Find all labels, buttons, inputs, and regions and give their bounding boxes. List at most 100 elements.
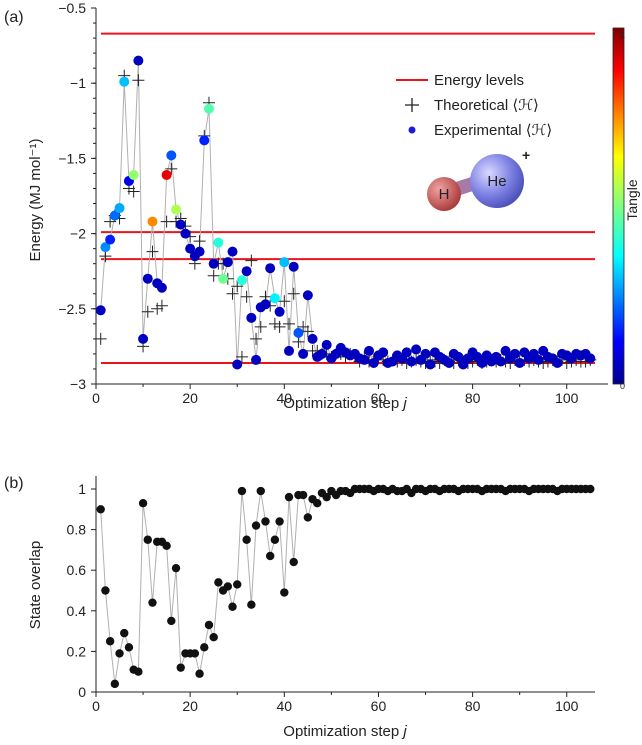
hydrogen-label: H bbox=[439, 186, 450, 203]
theoretical-point bbox=[165, 162, 178, 175]
helium-atom bbox=[470, 154, 524, 208]
theoretical-point bbox=[151, 302, 164, 315]
overlap-point bbox=[289, 557, 298, 567]
overlap-point bbox=[223, 582, 233, 591]
overlap-point bbox=[96, 505, 105, 514]
experimental-point bbox=[109, 210, 120, 221]
panel-a-theoretical-markers bbox=[94, 69, 597, 369]
experimental-point bbox=[208, 258, 219, 269]
theoretical-point bbox=[297, 320, 310, 333]
overlap-point bbox=[228, 602, 237, 611]
experimental-point bbox=[368, 357, 379, 368]
overlap-point bbox=[233, 580, 242, 589]
experimental-point bbox=[218, 273, 229, 284]
experimental-point bbox=[199, 135, 210, 146]
experimental-point bbox=[420, 348, 431, 359]
panel-a-experimental-markers bbox=[95, 55, 596, 370]
experimental-point bbox=[411, 344, 422, 355]
overlap-point bbox=[313, 499, 322, 508]
experimental-point bbox=[241, 266, 252, 277]
hydrogen-atom bbox=[427, 177, 461, 211]
experimental-point bbox=[401, 347, 412, 358]
theoretical-point bbox=[268, 317, 281, 330]
experimental-point bbox=[119, 76, 130, 87]
experimental-point bbox=[509, 348, 520, 359]
colorbar-gradient bbox=[612, 27, 625, 385]
y-tick-label: 0.2 bbox=[67, 643, 87, 659]
experimental-point bbox=[180, 228, 191, 239]
experimental-point bbox=[284, 345, 295, 356]
experimental-point bbox=[156, 282, 167, 293]
overlap-point bbox=[124, 643, 134, 652]
y-tick-label: −1.5 bbox=[58, 150, 86, 166]
theoretical-point bbox=[94, 332, 107, 345]
panel-b-connector-line bbox=[100, 488, 591, 684]
panel-a-y-axis-title: Energy (MJ mol⁻¹) bbox=[27, 139, 44, 262]
x-tick-label: 80 bbox=[465, 390, 481, 406]
experimental-point bbox=[316, 348, 327, 359]
overlap-point bbox=[242, 535, 251, 544]
theoretical-point bbox=[226, 287, 239, 300]
colorbar-min-label: 0 bbox=[620, 381, 625, 391]
overlap-point bbox=[167, 616, 176, 626]
theoretical-point bbox=[132, 74, 145, 87]
experimental-point bbox=[406, 356, 417, 367]
overlap-point bbox=[284, 492, 294, 502]
experimental-point bbox=[203, 103, 214, 114]
experimental-point bbox=[425, 359, 436, 370]
experimental-point bbox=[227, 246, 238, 257]
theoretical-point bbox=[283, 317, 296, 330]
overlap-point bbox=[162, 541, 171, 551]
overlap-point bbox=[209, 632, 218, 642]
colorbar-title: Tangle bbox=[624, 179, 640, 220]
panel-a-legend: Energy levels Theoretical ⟨ℋ⟩ Experiment… bbox=[396, 72, 552, 139]
legend-experimental-swatch bbox=[408, 126, 416, 134]
experimental-point bbox=[166, 150, 177, 161]
experimental-point bbox=[495, 356, 506, 367]
y-tick-label: 0.6 bbox=[67, 562, 87, 578]
panel-a: (a) 0 20 40 60 80 100 −3 −2.5 −2 −1.5 −1 −0.5 Opti… bbox=[4, 0, 640, 412]
theoretical-point bbox=[254, 320, 267, 333]
overlap-point bbox=[115, 649, 124, 658]
panel-b-axes bbox=[95, 476, 595, 693]
experimental-point bbox=[500, 345, 511, 356]
theoretical-point bbox=[193, 235, 206, 248]
overlap-point bbox=[247, 600, 256, 609]
experimental-point bbox=[171, 204, 182, 215]
overlap-point bbox=[322, 492, 331, 502]
experimental-point bbox=[288, 261, 299, 272]
experimental-point bbox=[260, 299, 271, 310]
x-tick-label: 60 bbox=[371, 698, 387, 714]
theoretical-point bbox=[250, 332, 263, 345]
experimental-point bbox=[364, 345, 375, 356]
overlap-point bbox=[298, 490, 308, 500]
experimental-point bbox=[302, 290, 313, 301]
experimental-point bbox=[293, 327, 304, 338]
helium-label: He bbox=[487, 173, 506, 190]
panel-a-x-ticks: 0 20 40 60 80 100 bbox=[92, 384, 579, 406]
experimental-point bbox=[307, 333, 318, 344]
colorbar-max-label: 1 bbox=[620, 30, 625, 40]
experimental-point bbox=[444, 357, 455, 368]
panel-a-axes bbox=[95, 8, 608, 385]
theoretical-point bbox=[231, 280, 244, 293]
legend-theoretical-swatch bbox=[405, 98, 419, 112]
overlap-point bbox=[586, 484, 595, 494]
overlap-point bbox=[256, 486, 265, 496]
theoretical-point bbox=[287, 287, 300, 300]
experimental-point bbox=[114, 203, 125, 214]
experimental-point bbox=[100, 242, 111, 253]
x-tick-label: 100 bbox=[555, 698, 579, 714]
experimental-point bbox=[95, 305, 106, 316]
theoretical-point bbox=[245, 254, 258, 267]
legend-energy-label: Energy levels bbox=[434, 72, 524, 89]
panel-b-x-axis-title: Optimization step j bbox=[283, 723, 407, 740]
y-tick-label: 0.4 bbox=[67, 603, 87, 619]
overlap-connector bbox=[100, 488, 591, 684]
experimental-point bbox=[477, 357, 488, 368]
experimental-point bbox=[105, 234, 116, 245]
experimental-point bbox=[161, 169, 172, 180]
theoretical-point bbox=[141, 305, 154, 318]
experimental-point bbox=[552, 357, 563, 368]
experimental-point bbox=[279, 257, 290, 268]
